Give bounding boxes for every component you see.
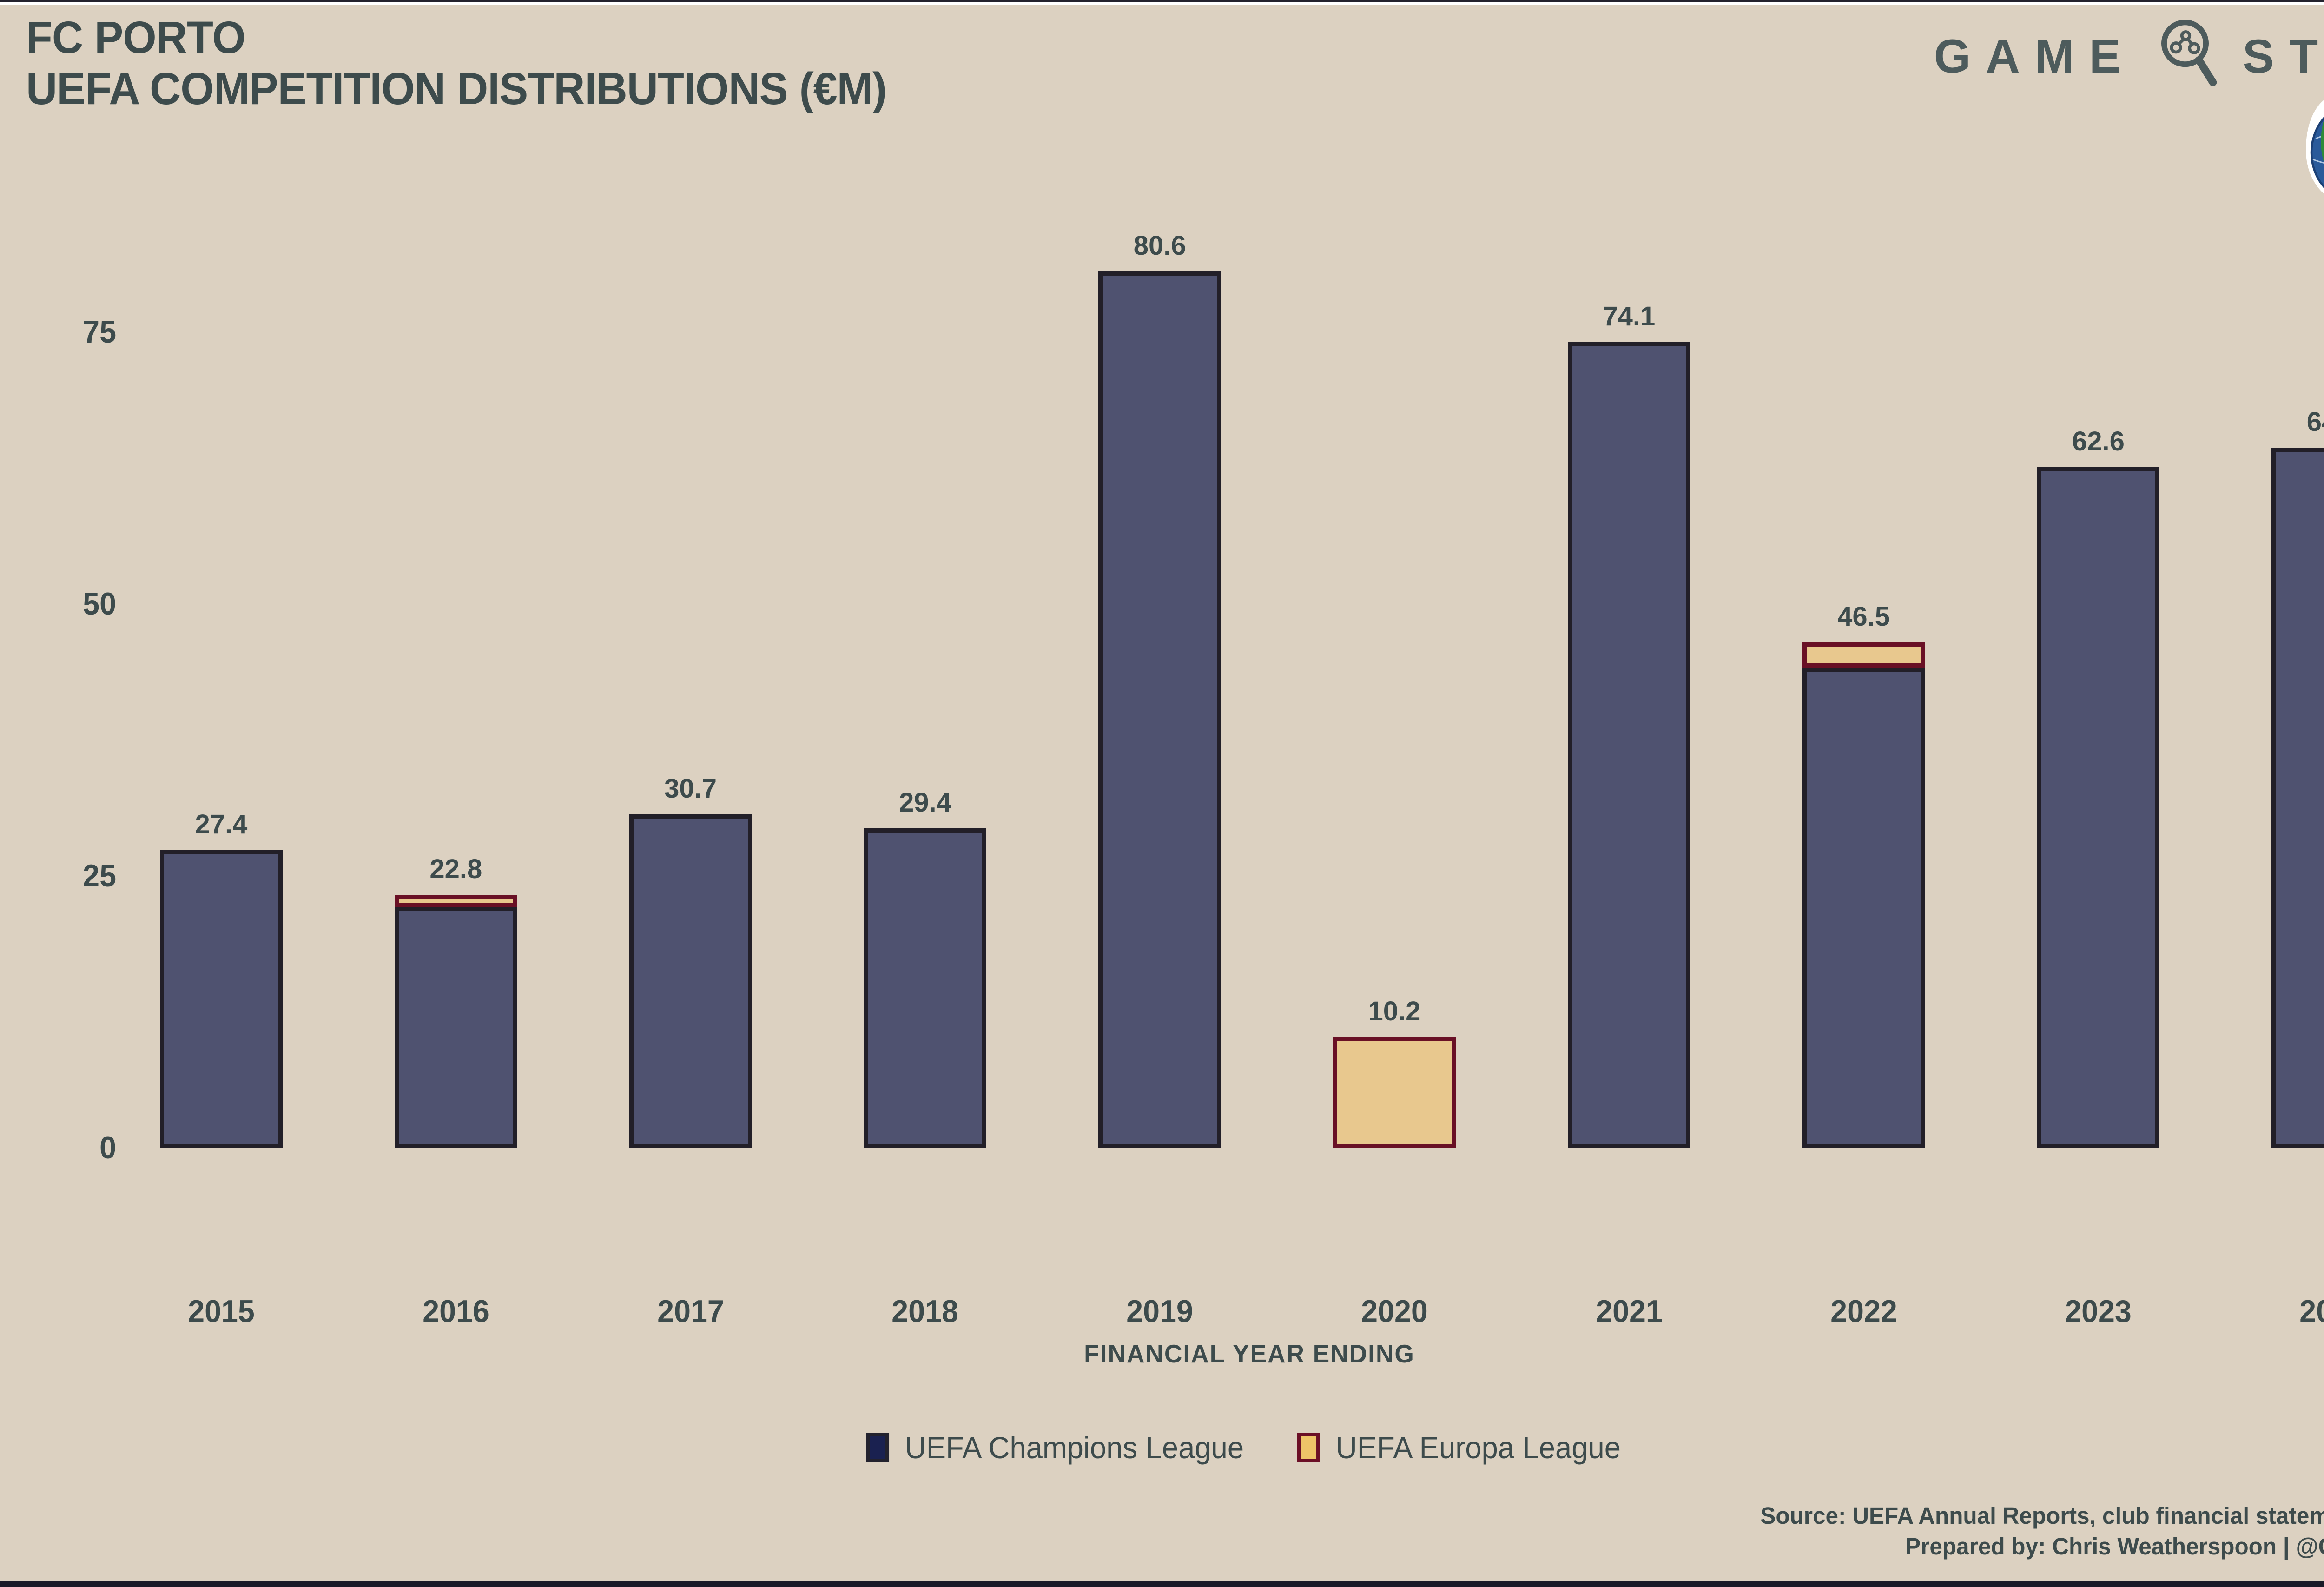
bar-value-2021: 74.1 xyxy=(1603,301,1656,331)
fc-porto-crest: F C P xyxy=(2302,69,2324,208)
bar-2020-europa-league xyxy=(1333,1037,1456,1148)
bar-value-2023: 62.6 xyxy=(2072,426,2125,456)
top-border-strip xyxy=(0,0,2324,2)
legend-label-europa-league: UEFA Europa League xyxy=(1336,1430,1621,1465)
bar-value-2022: 46.5 xyxy=(1837,602,1890,632)
brand-wordmark: GAME STATE xyxy=(1934,17,2324,96)
bar-2023-champions-league xyxy=(2037,467,2160,1148)
bar-value-2018: 29.4 xyxy=(898,787,951,818)
brand-word-game: GAME xyxy=(1934,29,2136,83)
europa-league-swatch xyxy=(1297,1433,1320,1462)
y-tick-50: 50 xyxy=(83,586,116,622)
title-line-2: UEFA COMPETITION DISTRIBUTIONS (€M) xyxy=(26,63,887,114)
bar-value-2017: 30.7 xyxy=(664,774,717,804)
y-tick-0: 0 xyxy=(99,1130,116,1165)
bar-2022-champions-league xyxy=(1802,668,1925,1148)
legend: UEFA Champions League UEFA Europa League xyxy=(866,1430,1633,1465)
magnifier-network-icon xyxy=(2154,17,2224,96)
x-tick-2017: 2017 xyxy=(657,1294,724,1329)
bar-value-2020: 10.2 xyxy=(1368,996,1421,1026)
bar-2024-champions-league xyxy=(2271,448,2324,1148)
x-tick-2023: 2023 xyxy=(2065,1294,2132,1329)
x-tick-2018: 2018 xyxy=(891,1294,959,1329)
legend-item-europa-league: UEFA Europa League xyxy=(1297,1430,1633,1465)
x-tick-2024: 2024 xyxy=(2299,1294,2324,1329)
bar-2019-champions-league xyxy=(1098,271,1221,1148)
x-tick-2022: 2022 xyxy=(1830,1294,1897,1329)
y-tick-25: 25 xyxy=(83,858,116,893)
bar-value-2024: 64.4 xyxy=(2306,407,2324,437)
x-tick-2020: 2020 xyxy=(1361,1294,1428,1329)
source-line-2: Prepared by: Chris Weatherspoon | @GameS… xyxy=(1905,1533,2324,1560)
bar-2022-europa-league xyxy=(1802,642,1925,668)
x-tick-2016: 2016 xyxy=(422,1294,489,1329)
bar-2017-champions-league xyxy=(629,814,752,1148)
bar-2016-champions-league xyxy=(394,907,517,1148)
bar-2021-champions-league xyxy=(1567,342,1690,1148)
x-tick-2015: 2015 xyxy=(188,1294,255,1329)
legend-label-champions-league: UEFA Champions League xyxy=(905,1430,1244,1465)
bar-value-2019: 80.6 xyxy=(1133,231,1186,261)
champions-league-swatch xyxy=(866,1433,890,1462)
page-title: FC PORTO UEFA COMPETITION DISTRIBUTIONS … xyxy=(26,12,887,114)
bar-2018-champions-league xyxy=(864,828,987,1148)
bar-value-2016: 22.8 xyxy=(429,854,482,884)
y-tick-75: 75 xyxy=(83,314,116,350)
bottom-border-strip xyxy=(0,1581,2324,1587)
brand-word-state: STATE xyxy=(2242,29,2324,83)
title-line-1: FC PORTO xyxy=(26,12,246,63)
bar-2016-europa-league xyxy=(394,895,517,907)
bar-value-2015: 27.4 xyxy=(195,809,248,840)
x-axis-title: FINANCIAL YEAR ENDING xyxy=(1084,1339,1415,1368)
source-line-1: Source: UEFA Annual Reports, club financ… xyxy=(1760,1502,2324,1529)
legend-item-champions-league: UEFA Champions League xyxy=(866,1430,1258,1465)
x-tick-2019: 2019 xyxy=(1126,1294,1194,1329)
x-tick-2021: 2021 xyxy=(1595,1294,1663,1329)
source-credit: Source: UEFA Annual Reports, club financ… xyxy=(1761,1501,2324,1562)
bar-2015-champions-league xyxy=(160,850,283,1148)
top-white-line xyxy=(0,2,2324,5)
